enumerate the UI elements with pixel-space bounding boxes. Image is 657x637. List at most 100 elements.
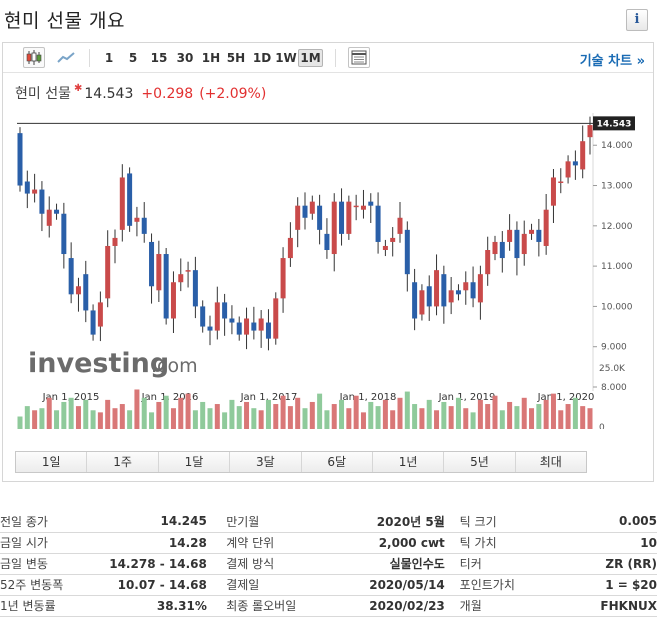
candle-body <box>536 229 542 242</box>
volume-bar <box>587 408 593 429</box>
stat-spacer <box>206 511 227 533</box>
table-view-icon[interactable] <box>348 47 370 68</box>
volume-bar <box>265 399 271 429</box>
last-price-box <box>593 116 635 131</box>
candle-body <box>324 233 330 250</box>
stat-value: 38.31% <box>109 595 207 617</box>
volume-bar <box>580 406 586 429</box>
period-1d[interactable]: 1일 <box>16 452 88 472</box>
last-price-label: 14.543 <box>597 119 632 129</box>
price-chart[interactable]: investing .com 14.000 13.000 12.000 11.000 1… <box>3 109 653 429</box>
candle-body <box>390 237 396 242</box>
technical-chart-link[interactable]: 기술 차트 » <box>579 54 645 69</box>
candle-body <box>222 302 228 319</box>
candlestick-icon[interactable] <box>23 47 45 68</box>
candle-body <box>550 177 556 206</box>
candle-body <box>134 217 140 222</box>
timeframe-1h[interactable]: 1H <box>201 51 221 65</box>
candle-body <box>141 217 147 234</box>
candle-body <box>265 322 271 339</box>
volume-bar <box>521 397 527 429</box>
volume-bar <box>119 404 125 429</box>
volume-bar <box>360 412 366 429</box>
timeframe-5h[interactable]: 5H <box>226 51 246 65</box>
candle-body <box>507 229 513 242</box>
volume-max-label: 25.0K <box>599 364 626 374</box>
candle-body <box>382 245 388 250</box>
candle-body <box>477 274 483 303</box>
candle-body <box>280 258 286 299</box>
timeframe-30[interactable]: 30 <box>176 51 194 65</box>
volume-bar <box>39 408 45 429</box>
volume-bar <box>280 395 286 429</box>
period-1w[interactable]: 1주 <box>87 452 159 472</box>
x-tick-label: Jan 1, 2015 <box>42 392 100 403</box>
stats-row: 52주 변동폭 10.07 - 14.68 결제일 2020/05/14 포인트가치 1 … <box>0 574 657 596</box>
stats-row: 전일 종가 14.245 만기월 2020년 5월 틱 크기 0.005 <box>0 511 657 533</box>
timeframe-1d[interactable]: 1D <box>252 51 272 65</box>
volume-bar <box>178 397 184 429</box>
volume-bar <box>550 393 556 429</box>
volume-bar <box>214 404 220 429</box>
stat-value: 1 = $20 <box>600 574 657 596</box>
stat-label: 틱 크기 <box>459 511 601 533</box>
candle-body <box>572 161 578 166</box>
chart-toolbar: 1 5 15 30 1H 5H 1D 1W 1M 기술 차트 » <box>3 43 653 73</box>
candle-body <box>83 274 89 311</box>
candle-body <box>529 229 535 234</box>
candle-body <box>317 205 323 230</box>
info-button[interactable]: i <box>626 9 648 31</box>
period-1y[interactable]: 1년 <box>373 452 445 472</box>
timeframe-5[interactable]: 5 <box>128 51 138 65</box>
candle-body <box>426 286 432 307</box>
stats-row: 금일 시가 14.28 계약 단위 2,000 cwt 틱 가치 10 <box>0 532 657 554</box>
stat-spacer <box>444 574 460 596</box>
candle-body <box>353 205 359 208</box>
candle-body <box>214 302 220 331</box>
period-3m[interactable]: 3달 <box>230 452 302 472</box>
volume-bar <box>507 401 513 429</box>
stat-spacer <box>206 532 227 554</box>
line-chart-icon[interactable] <box>55 47 77 68</box>
candle-body <box>339 201 345 234</box>
stats-row: 1년 변동률 38.31% 최종 롤오버일 2020/02/23 개월 FHKNUX <box>0 595 657 617</box>
volume-bar <box>382 399 388 429</box>
volume-bar <box>170 408 176 429</box>
candle-body <box>521 233 527 255</box>
chart-panel: 1 5 15 30 1H 5H 1D 1W 1M 기술 차트 » 현미 선물 ✱ 1… <box>2 42 654 482</box>
candle-body <box>580 141 586 170</box>
timeframe-1m[interactable]: 1M <box>298 49 323 67</box>
stat-label: 최종 롤오버일 <box>226 595 370 617</box>
y-tick-label: 14.000 <box>601 141 633 151</box>
stat-label: 틱 가치 <box>459 532 601 554</box>
volume-bar <box>324 410 330 429</box>
volume-bar <box>434 410 440 429</box>
timeframe-1w[interactable]: 1W <box>275 51 297 65</box>
x-tick-label: Jan 1, 2016 <box>141 392 199 403</box>
period-max[interactable]: 최대 <box>539 455 562 469</box>
candle-body <box>251 322 257 331</box>
candle-body <box>543 209 549 246</box>
candle-body <box>463 282 469 291</box>
period-1m[interactable]: 1달 <box>159 452 231 472</box>
candle-body <box>404 229 410 275</box>
volume-bar <box>368 401 374 429</box>
stat-label: 개월 <box>459 595 601 617</box>
volume-bar <box>529 408 535 429</box>
timeframe-15[interactable]: 15 <box>150 51 168 65</box>
timeframe-1[interactable]: 1 <box>104 51 114 65</box>
candle-body <box>207 326 213 331</box>
x-tick-label: Jan 1, 2017 <box>240 392 298 403</box>
stat-label: 티커 <box>459 553 601 575</box>
period-6m[interactable]: 6달 <box>302 452 373 472</box>
volume-bar <box>273 404 279 429</box>
candle-body <box>558 181 564 183</box>
volume-bar <box>470 412 476 429</box>
candle-body <box>587 125 593 138</box>
volume-bar <box>463 408 469 429</box>
candle-body <box>112 237 118 246</box>
candle-body <box>360 205 366 210</box>
period-5y[interactable]: 5년 <box>444 452 516 472</box>
volume-bar <box>448 406 454 429</box>
stat-value: ZR (RR) <box>600 553 657 575</box>
